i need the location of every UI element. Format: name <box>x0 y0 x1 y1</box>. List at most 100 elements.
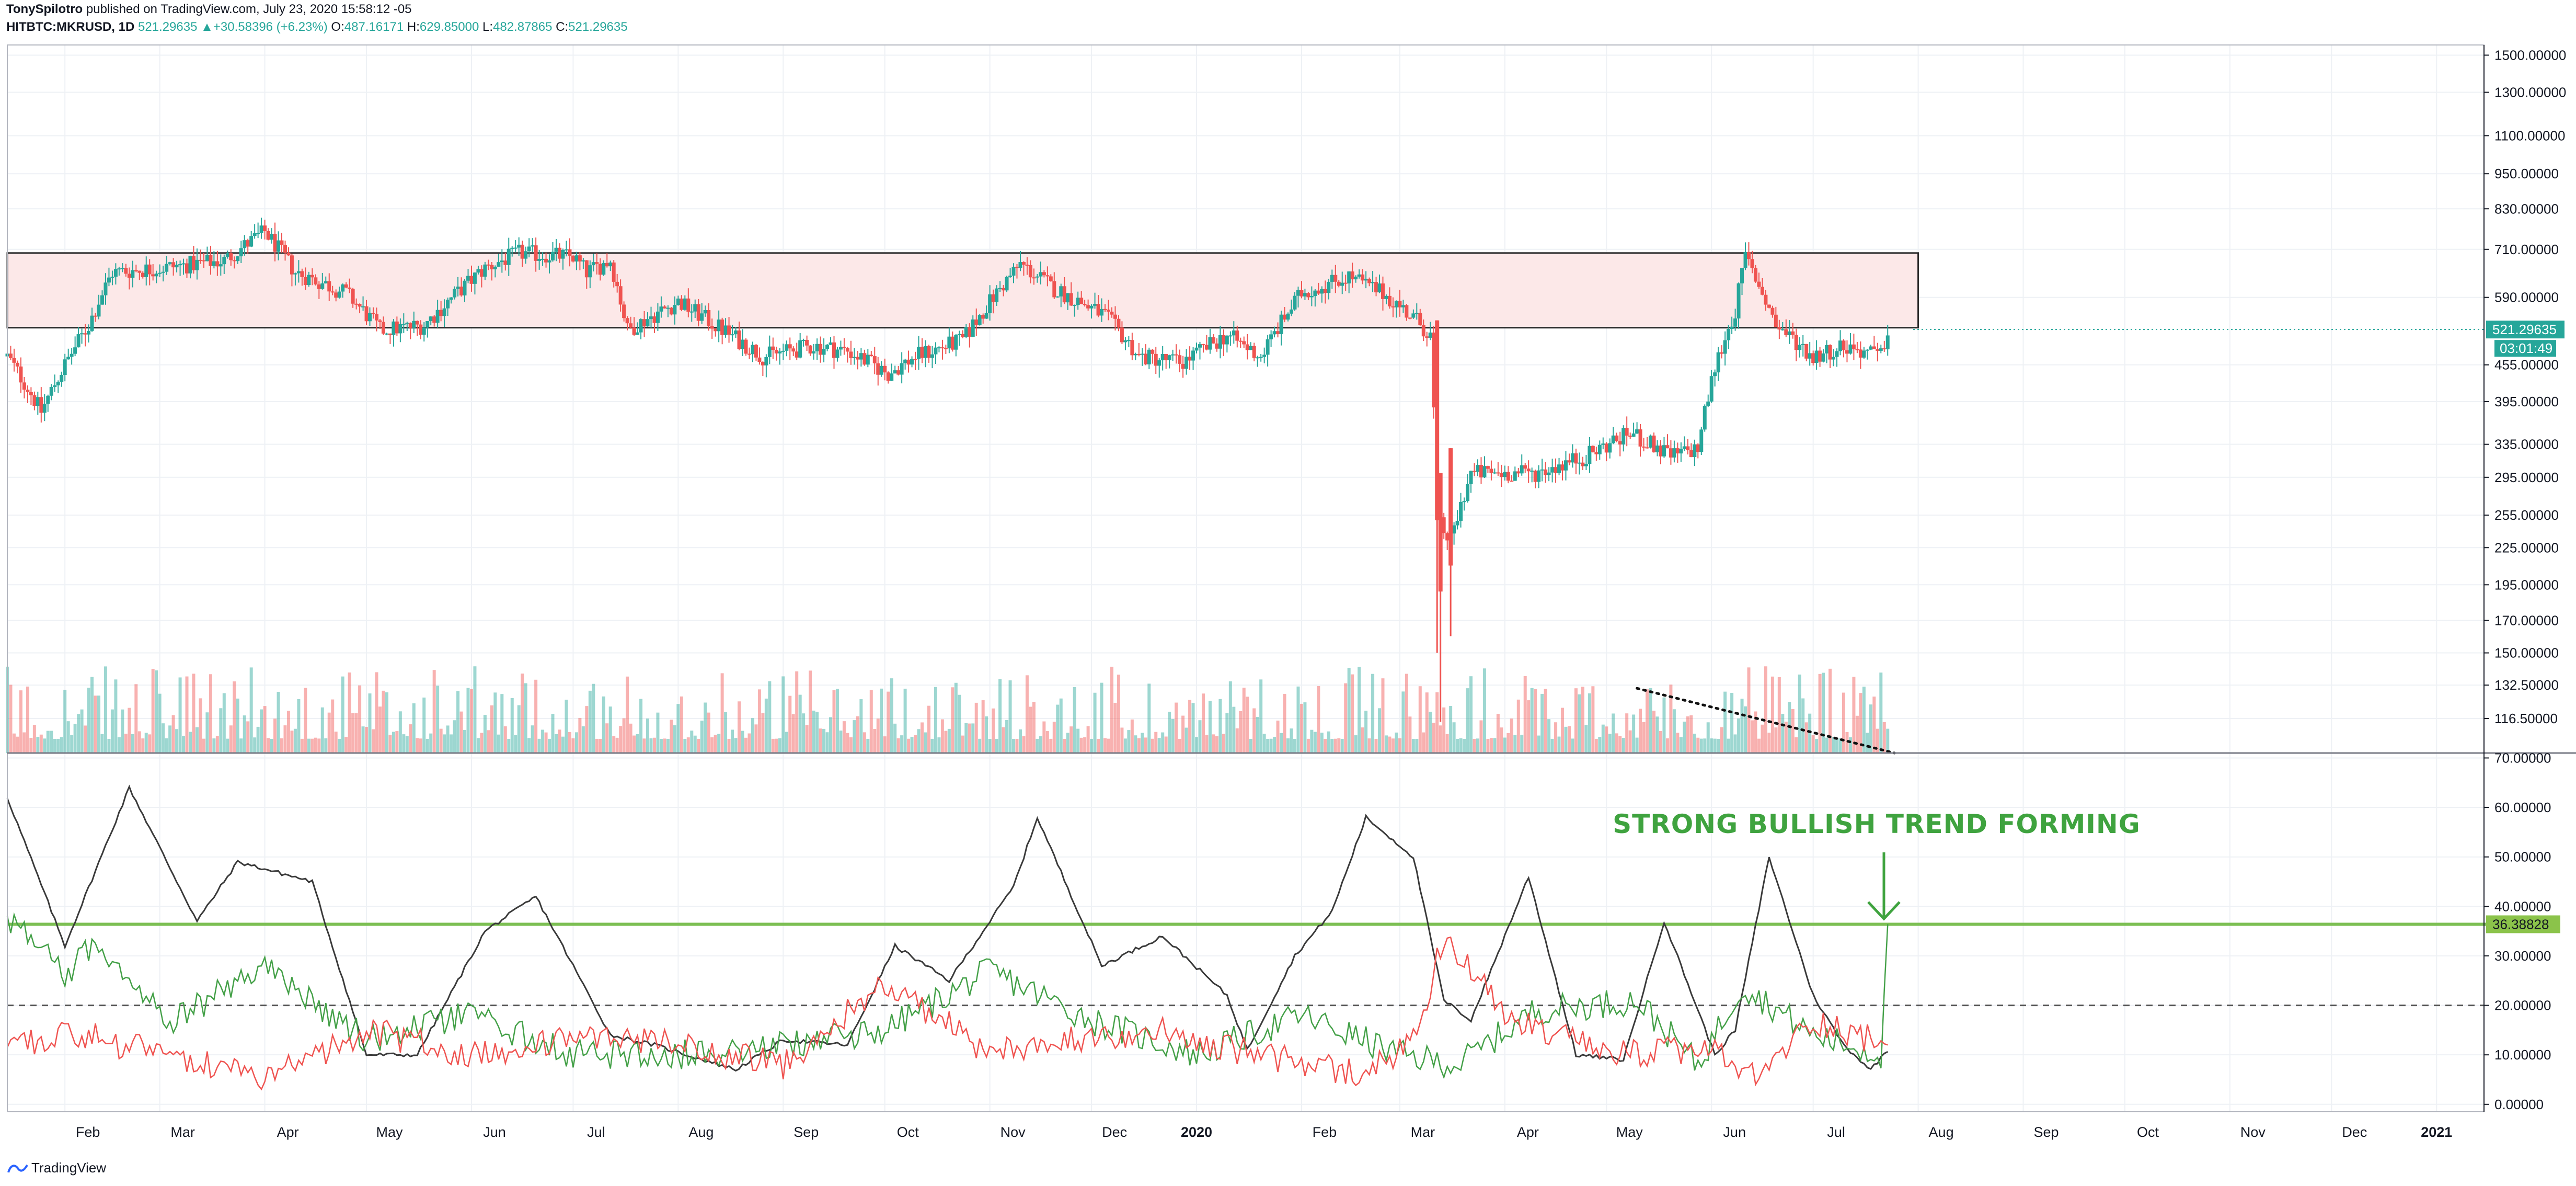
candle-body <box>883 366 887 373</box>
volume-bar <box>236 698 239 753</box>
candle-body <box>676 298 680 305</box>
candle-body <box>198 259 202 261</box>
candle-body <box>662 306 666 309</box>
candle-body <box>185 263 189 273</box>
volume-bar <box>87 688 90 753</box>
volume-bar <box>1845 732 1849 753</box>
volume-bar <box>822 728 826 753</box>
candle-body <box>1716 352 1720 373</box>
volume-bar <box>1239 711 1243 753</box>
volume-bar <box>165 738 168 753</box>
candle-body <box>1384 295 1388 299</box>
volume-bar <box>910 737 914 753</box>
volume-bar <box>1882 722 1886 753</box>
candle-body <box>903 359 907 363</box>
volume-bar <box>1804 722 1808 753</box>
candle-body <box>1313 290 1317 297</box>
candle-body <box>327 281 331 292</box>
candle-body <box>974 319 979 325</box>
tradingview-logo[interactable]: TradingView <box>7 1160 106 1176</box>
candle-body <box>1442 517 1446 533</box>
candle-body <box>1750 259 1754 268</box>
volume-bar <box>1249 738 1252 753</box>
volume-bar <box>1018 729 1022 753</box>
candle-body <box>673 305 677 315</box>
candle-body <box>602 263 606 275</box>
volume-bar <box>432 670 436 753</box>
candle-body <box>1184 357 1189 369</box>
candle-body <box>1770 307 1775 315</box>
candle-body <box>1167 355 1171 360</box>
candle-body <box>1405 305 1409 318</box>
volume-bar <box>148 734 152 753</box>
price-axes: 1500.00000 1300.00000 1100.00000 950.00000 8… <box>1913 47 2566 1112</box>
volume-bar <box>182 735 186 753</box>
candle-body <box>137 270 142 273</box>
candle-body <box>913 359 917 360</box>
volume-bar <box>802 713 806 753</box>
volume-bar <box>459 711 463 753</box>
volume-bar <box>205 712 209 753</box>
candle-body <box>1492 472 1497 474</box>
volume-bar <box>1032 701 1036 753</box>
candle-body <box>730 334 734 336</box>
volume-bar <box>585 706 589 753</box>
volume-bar <box>1622 737 1625 753</box>
volume-bars <box>6 666 1890 753</box>
volume-bar <box>1008 680 1012 753</box>
volume-bar <box>219 708 223 753</box>
candle-body <box>700 313 704 321</box>
price-tick-label: 150.00000 <box>2494 645 2559 661</box>
volume-bar <box>307 738 310 753</box>
volume-bar <box>1408 716 1412 753</box>
symbol-label[interactable]: HITBTC:MKRUSD, 1D <box>6 20 135 34</box>
volume-bar <box>382 690 385 753</box>
price-tick-label: 395.00000 <box>2494 394 2559 409</box>
volume-bar <box>398 711 402 753</box>
candle-body <box>845 348 849 352</box>
resistance-zone <box>6 252 1919 329</box>
volume-bar <box>761 713 765 753</box>
candle-body <box>1330 275 1334 282</box>
candle-body <box>1049 276 1053 281</box>
volume-bar <box>487 730 490 753</box>
volume-bar <box>1086 726 1090 753</box>
candle-body <box>636 332 640 335</box>
candle-body <box>1218 335 1222 349</box>
candle-body <box>835 349 840 358</box>
candle-body <box>1804 344 1809 359</box>
volume-bar <box>588 690 592 753</box>
volume-bar <box>490 705 493 753</box>
candle-body <box>1486 466 1490 469</box>
candle-body <box>273 234 277 252</box>
volume-bar <box>785 732 788 753</box>
candle-body <box>1747 252 1751 259</box>
candle-body <box>392 321 396 335</box>
candle-body <box>39 397 43 413</box>
candle-body <box>195 259 199 270</box>
candle-body <box>1320 289 1324 294</box>
time-tick-label: Oct <box>897 1124 919 1140</box>
volume-bar <box>605 723 609 753</box>
candle-body <box>1455 520 1459 526</box>
candle-body <box>744 339 748 354</box>
chart-canvas[interactable]: 1500.00000 1300.00000 1100.00000 950.00000 8… <box>0 0 2576 1157</box>
volume-bar <box>344 737 348 753</box>
volume-bar <box>988 738 992 753</box>
candle-body <box>401 324 406 325</box>
candle-body <box>1144 353 1148 364</box>
candle-body <box>788 344 792 349</box>
candle-body <box>1035 276 1039 278</box>
volume-bar <box>1029 706 1032 753</box>
volume-bar <box>1164 736 1168 753</box>
candle-body <box>1679 449 1683 454</box>
candle-body <box>852 357 856 358</box>
candle-body <box>1100 309 1104 316</box>
candle-body <box>642 319 647 327</box>
candle-body <box>1510 481 1514 482</box>
volume-bar <box>534 679 538 753</box>
candle-body <box>1245 344 1249 350</box>
volume-bar <box>1191 703 1195 753</box>
candle-body <box>100 295 104 305</box>
author-name[interactable]: TonySpilotro <box>6 2 83 16</box>
